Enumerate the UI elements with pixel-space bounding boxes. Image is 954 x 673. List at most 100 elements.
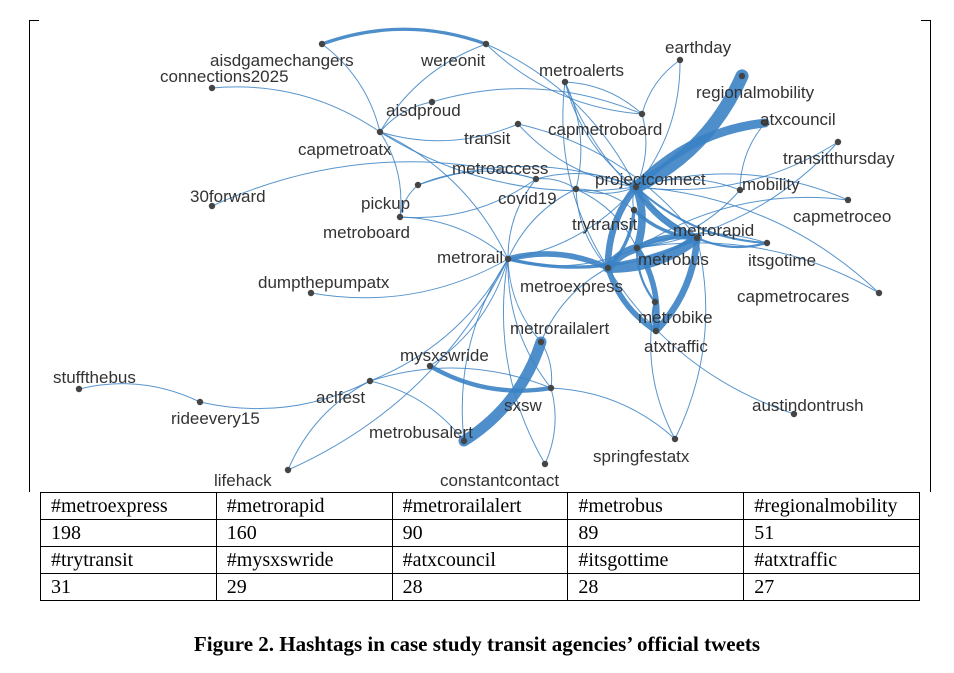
edge-capmetroatx-aisdproud <box>379 101 433 133</box>
figure-caption: Figure 2. Hashtags in case study transit… <box>193 632 761 656</box>
node-label-capmetroceo: capmetroceo <box>793 207 891 226</box>
node-capmetroboard <box>638 110 646 118</box>
node-wereonit <box>482 40 490 48</box>
edge-metrorail-covid19 <box>507 188 577 260</box>
table-cell: #trytransit <box>40 546 217 574</box>
node-label-metroalerts: metroalerts <box>539 61 624 80</box>
edge-projectconnect-capmetroceo <box>635 173 849 201</box>
edge-projectconnect-transit <box>517 123 637 188</box>
edge-projectconnect-atxcouncil <box>631 118 770 192</box>
edge-metrobusalert-metrorail <box>461 258 509 442</box>
network-frame <box>29 20 931 492</box>
edge-capmetroatx-connections2025 <box>211 86 381 133</box>
edge-capmetroatx-transit <box>379 123 519 142</box>
edge-projectconnect-metrorail <box>507 186 637 260</box>
edge-metrobike-metrobus <box>635 246 657 304</box>
node-label-wereonit: wereonit <box>420 51 486 70</box>
table-cell: 51 <box>743 519 920 547</box>
edge-capmetroboard-earthday <box>641 59 681 115</box>
node-label-capmetroboard: capmetroboard <box>548 120 662 139</box>
table-cell: #itsgottime <box>567 546 745 574</box>
node-metroalerts <box>561 78 569 86</box>
node-atxcouncil <box>761 119 769 127</box>
node-rideevery15 <box>196 398 204 406</box>
node-label-metrorapid: metrorapid <box>673 221 754 240</box>
node-dumpthepumpatx <box>307 289 315 297</box>
edge-mobility-atxcouncil <box>739 122 766 191</box>
table-cell: 160 <box>215 519 393 547</box>
node-label-rideevery15: rideevery15 <box>171 409 260 428</box>
edge-capmetroboard-aisdproud <box>431 88 643 115</box>
node-label-30forward: 30forward <box>190 187 266 206</box>
table-cell: #mysxswride <box>215 546 393 574</box>
edge-sxsw-aclfest <box>369 367 552 389</box>
edge-capmetroboard-metroalerts <box>564 81 643 115</box>
node-label-pickup: pickup <box>361 194 410 213</box>
edge-projectconnect-capmetroboard <box>635 113 647 188</box>
node-transit <box>514 120 522 128</box>
node-atxtraffic <box>652 327 660 335</box>
node-label-transitthursday: transitthursday <box>783 149 895 168</box>
edge-aclfest-rideevery15 <box>199 380 371 410</box>
node-mobility <box>736 186 744 194</box>
table-cell: #metrorapid <box>215 492 393 520</box>
node-label-aisdproud: aisdproud <box>386 101 461 120</box>
node-label-lifehack: lifehack <box>214 471 272 490</box>
edge-metrorapid-springfestatx <box>674 237 707 440</box>
edge-metrobus-capmetrocares <box>636 242 880 294</box>
edge-capmetroboard-wereonit <box>485 43 643 115</box>
frame-corner-left <box>29 20 39 21</box>
node-capmetroceo <box>844 196 852 204</box>
edge-projectconnect-pickup <box>417 165 637 188</box>
table-cell: 198 <box>40 519 217 547</box>
node-connections2025 <box>208 84 216 92</box>
edge-metrorail-metrobus <box>507 247 638 267</box>
table-cell: 28 <box>391 573 569 601</box>
node-austindontrush <box>790 410 798 418</box>
node-label-trytransit: trytransit <box>572 215 637 234</box>
node-label-itsgotime: itsgotime <box>748 251 816 270</box>
node-label-metrorailalert: metrorailalert <box>510 319 609 338</box>
frame-corner-right <box>921 20 931 21</box>
table-cell: #atxcouncil <box>391 546 569 574</box>
edge-metrobus-capmetroceo <box>636 196 849 249</box>
node-label-constantcontact: constantcontact <box>440 471 559 490</box>
edge-mysxswride-sxsw <box>427 363 554 393</box>
node-mysxswride <box>426 362 434 370</box>
node-label-connections2025: connections2025 <box>160 67 289 86</box>
table-cell: 90 <box>391 519 569 547</box>
node-projectconnect <box>632 183 640 191</box>
edge-metroexpress-austindontrush <box>607 267 795 415</box>
table-cell: #atxtraffic <box>743 546 920 574</box>
edge-metroexpress-atxtraffic <box>605 265 659 334</box>
table-cell: 28 <box>567 573 745 601</box>
edge-metrorapid-metroexpress <box>603 233 702 273</box>
table-cell: #metrorailalert <box>391 492 569 520</box>
node-metrobike <box>651 298 659 306</box>
table-row: #trytransit #mysxswride #atxcouncil #its… <box>40 546 920 574</box>
node-aclfest <box>366 377 374 385</box>
edge-metroaccess-metrorail <box>507 178 537 260</box>
node-label-stuffthebus: stuffthebus <box>53 368 136 387</box>
node-metrorapid <box>693 234 701 242</box>
edge-metroexpress-metrorailalert <box>540 267 609 343</box>
node-label-austindontrush: austindontrush <box>752 396 864 415</box>
edge-sxsw-springfestatx <box>550 387 676 440</box>
edge-metrorail-constantcontact <box>502 258 546 465</box>
edge-projectconnect-metroalerts <box>564 81 637 188</box>
node-springfestatx <box>671 435 679 443</box>
edge-metrobus-covid19 <box>575 188 638 249</box>
edge-metrobus-transitthursday <box>636 141 839 249</box>
node-label-springfestatx: springfestatx <box>593 447 690 466</box>
edge-capmetroatx-metroboard <box>379 131 402 218</box>
node-label-mysxswride: mysxswride <box>400 346 489 365</box>
table-row: #metroexpress #metrorapid #metrorailaler… <box>40 492 920 520</box>
node-label-sxsw: sxsw <box>504 396 543 415</box>
edge-aisdgamechangers-wereonit <box>320 27 488 46</box>
node-metrorail <box>504 255 512 263</box>
edge-projectconnect-wereonit <box>485 43 637 188</box>
node-itsgotime <box>763 239 771 247</box>
edge-metrorail-metrorailalert <box>507 258 542 343</box>
edge-transit-metrorapid <box>517 123 698 239</box>
edge-aclfest-metrobusalert <box>369 380 465 442</box>
